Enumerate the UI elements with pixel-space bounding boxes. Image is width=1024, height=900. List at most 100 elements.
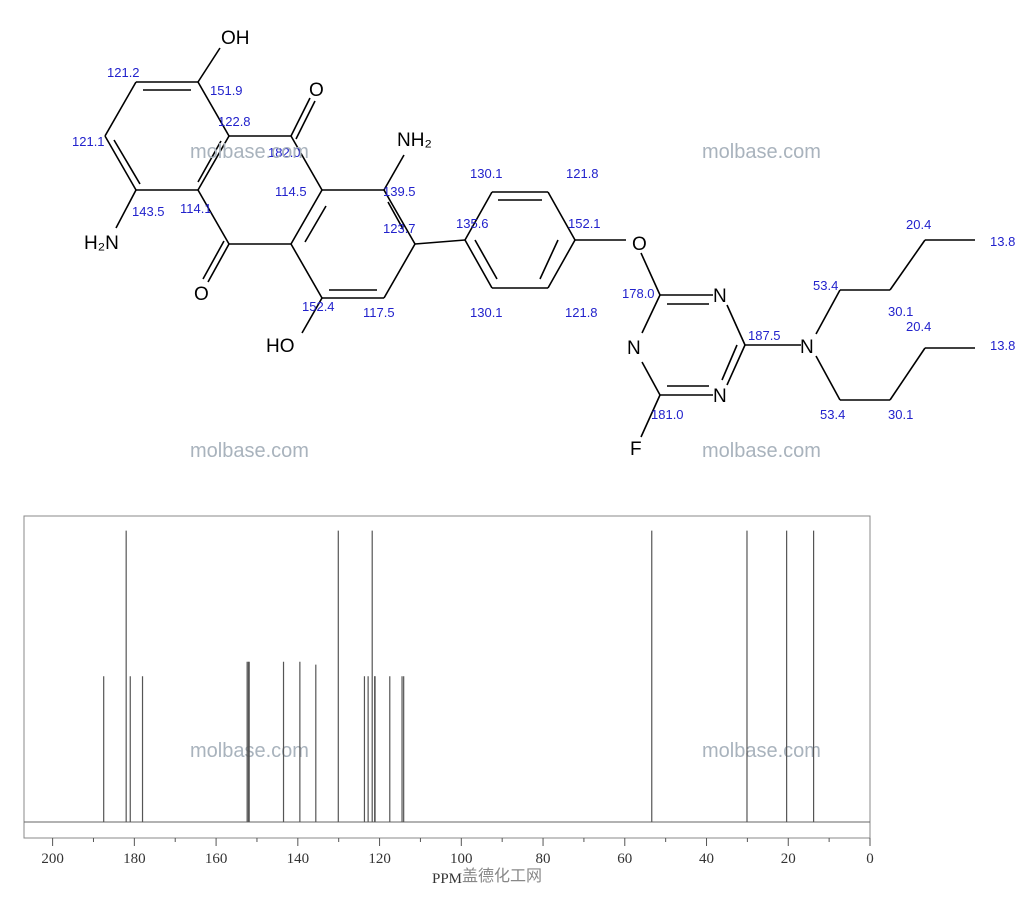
shift-label: 30.1 [888,304,913,319]
atom-label: O [194,284,209,305]
atom-label: NH₂ [397,130,432,151]
x-tick-label: 60 [617,851,632,867]
shift-label: 13.8 [990,234,1015,249]
bond [290,243,323,299]
x-tick-label: 20 [781,851,796,867]
x-tick-label: 160 [205,851,228,867]
bond [414,239,466,245]
shift-label: 121.2 [107,65,140,80]
shift-label: 139.5 [383,184,416,199]
atom-label: H₂N [84,233,119,254]
bond [721,344,738,381]
shift-label: 123.7 [383,221,416,236]
watermark: molbase.com [702,141,821,163]
bond [726,304,746,346]
atom-label: N [713,386,727,407]
bond [197,140,222,183]
shift-label: 143.5 [132,204,165,219]
bond [474,239,498,280]
shift-label: 30.1 [888,407,913,422]
shift-label: 122.8 [218,114,251,129]
x-tick-label: 120 [368,851,391,867]
x-tick-label: 0 [866,851,874,867]
source: 盖德化工网 [462,866,542,885]
bond [304,205,327,243]
bond [889,347,926,401]
x-tick-label: 80 [536,851,551,867]
shift-label: 135.6 [456,216,489,231]
shift-label: 130.1 [470,166,503,181]
shift-label: 182.0 [268,145,301,160]
atom-label: O [632,234,647,255]
shift-label: 121.8 [565,305,598,320]
watermark: molbase.com [190,440,309,462]
bond [539,239,559,280]
shift-label: 152.4 [302,299,335,314]
bond [640,394,661,438]
bond [104,81,137,137]
atom-label: HO [266,336,295,357]
atom-label: N [713,286,727,307]
atom-label: N [800,337,814,358]
bond [197,47,221,83]
bond [641,294,661,334]
atom-label: F [630,439,642,460]
x-tick-label: 100 [450,851,473,867]
bond [889,239,926,291]
x-tick-label: 140 [287,851,310,867]
shift-label: 130.1 [470,305,503,320]
bond [207,243,230,283]
shift-label: 121.1 [72,134,105,149]
shift-label: 20.4 [906,217,931,232]
bond [815,289,841,335]
bond [387,201,404,230]
shift-label: 53.4 [820,407,845,422]
watermark: molbase.com [702,740,821,762]
bond [726,344,746,386]
bond [197,189,230,245]
bond [104,135,137,191]
plot-frame [23,515,871,839]
bond [815,355,841,401]
bond [290,135,323,191]
shift-label: 121.8 [566,166,599,181]
atom-label: O [309,80,324,101]
bond [464,191,493,241]
shift-label: 117.5 [363,305,395,320]
watermark: molbase.com [190,141,309,163]
bond [113,139,141,185]
shift-label: 114.1 [180,201,212,216]
x-axis-label: PPM [432,871,462,887]
bond [301,297,323,334]
bond [202,240,225,280]
bond [197,81,230,137]
bond [197,135,230,191]
bond [464,239,493,289]
bond [547,239,576,289]
bond [383,154,405,191]
x-tick-label: 40 [699,851,714,867]
bond [383,189,416,245]
shift-label: 187.5 [748,328,781,343]
bond [290,97,311,137]
shift-label: 20.4 [906,319,931,334]
x-tick-label: 180 [123,851,146,867]
shift-label: 181.0 [651,407,684,422]
bond [295,100,316,140]
shift-label: 13.8 [990,338,1015,353]
bond [640,252,661,296]
shift-label: 178.0 [622,286,655,301]
atom-label: N [627,338,641,359]
shift-label: 152.1 [568,216,601,231]
shift-label: 114.5 [275,184,307,199]
atom-label: OH [221,28,250,49]
bond [641,361,661,396]
watermark: molbase.com [702,440,821,462]
bond [383,243,416,299]
bond [547,191,576,241]
shift-label: 151.9 [210,83,243,98]
shift-label: 53.4 [813,278,838,293]
bond [290,189,323,245]
x-tick-label: 200 [41,851,64,867]
